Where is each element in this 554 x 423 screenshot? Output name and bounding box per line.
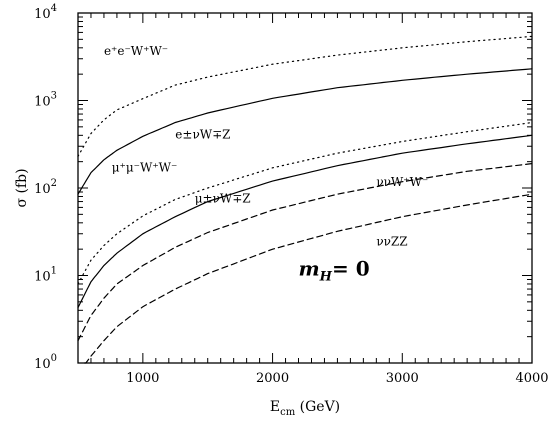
curve-dashed: [77, 163, 533, 342]
x-tick-label: 3000: [386, 371, 419, 386]
x-tick-label: 1000: [126, 371, 159, 386]
curve-label: e⁺e⁻W⁺W⁻: [104, 44, 168, 58]
curve-label: μ±νW∓Z: [195, 192, 251, 206]
y-tick-label: 103: [34, 91, 57, 110]
x-tick-label: 2000: [256, 371, 289, 386]
axis-ticks: 1000 2000 3000 4000 100 101 102 103 104: [34, 3, 548, 386]
mass-annotation: mH= 0: [299, 257, 370, 285]
y-tick-label: 102: [34, 178, 57, 197]
curve-solid: [77, 134, 533, 309]
curve-solid: [77, 68, 533, 195]
curve-labels: e⁺e⁻W⁺W⁻ μ⁺μ⁻W⁺W⁻ e±νW∓Z μ±νW∓Z ννW⁺W⁻ ννZZ: [104, 44, 428, 248]
curve-label: e±νW∓Z: [175, 127, 230, 141]
plot-frame: [77, 12, 533, 364]
curve-label: ννW⁺W⁻: [376, 175, 428, 189]
curve-dotted: [77, 35, 533, 157]
y-tick-label: 104: [34, 3, 57, 22]
curve-label: ννZZ: [376, 235, 407, 249]
x-tick-label: 4000: [515, 371, 548, 386]
data-curves: [77, 35, 533, 364]
curve-label: μ⁺μ⁻W⁺W⁻: [112, 160, 178, 174]
y-tick-label: 101: [34, 266, 57, 285]
y-axis-label: σ (fb): [14, 168, 30, 207]
y-tick-label: 100: [34, 353, 57, 372]
x-axis-label: Ecm (GeV): [270, 399, 340, 418]
